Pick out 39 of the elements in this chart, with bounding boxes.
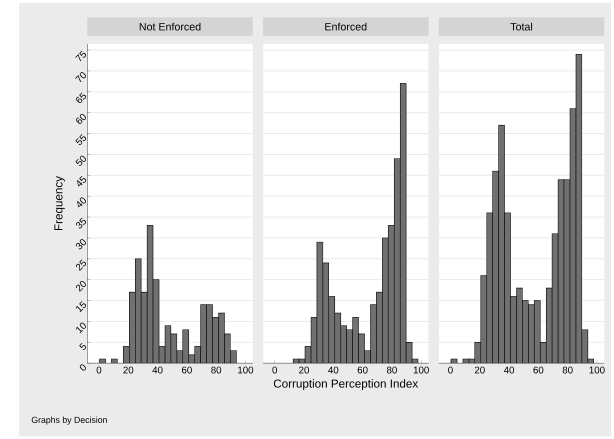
x-tick-label: 20: [299, 366, 310, 374]
y-tick-label: 55: [75, 134, 86, 145]
x-tick-label: 80: [211, 366, 222, 374]
text: Graphs by Decision: [32, 416, 107, 425]
x-tick-label: 20: [474, 366, 485, 374]
y-tick-label: 15: [76, 301, 86, 312]
x-tick-label: 40: [152, 366, 163, 374]
y-tick-label: 75: [75, 50, 86, 62]
x-tick-label: 80: [386, 366, 397, 374]
y-tick-label: 50: [75, 156, 86, 166]
x-tick-label: 60: [182, 366, 192, 374]
x-tick-label: 40: [328, 366, 338, 374]
y-tick-label: 65: [76, 92, 86, 103]
y-tick-label: 45: [77, 176, 86, 186]
x-tick-label: 100: [590, 366, 605, 374]
y-tick-label: 10: [76, 322, 86, 334]
x-tick-label: 40: [504, 366, 514, 374]
x-tick-label: 60: [533, 366, 544, 374]
chart-title: Not Enforced: [140, 22, 200, 30]
x-tick-label: 100: [414, 366, 429, 374]
y-tick-label: 60: [76, 114, 86, 124]
chart-title: Total: [510, 22, 532, 30]
y-tick-label: 70: [75, 72, 86, 82]
y-tick-label: 40: [77, 197, 86, 208]
x-tick-label: 20: [123, 366, 134, 374]
x-tick-label: 0: [272, 366, 278, 374]
y-tick-label: 20: [76, 280, 86, 292]
y-tick-label: 25: [76, 259, 86, 271]
x-axis-title: Corruption Perception Index: [274, 379, 418, 390]
y-axis-title: Frequency: [54, 176, 65, 230]
x-tick-label: 80: [562, 366, 573, 374]
y-tick-label: 35: [76, 218, 86, 228]
x-tick-label: 100: [238, 366, 254, 374]
x-tick-label: 60: [358, 366, 368, 374]
x-tick-label: 0: [96, 366, 102, 374]
y-tick-label: 30: [76, 239, 86, 250]
chart-title: Enforced: [325, 22, 366, 30]
x-tick-label: 0: [448, 366, 453, 374]
y-tick-label: 5: [79, 342, 86, 350]
